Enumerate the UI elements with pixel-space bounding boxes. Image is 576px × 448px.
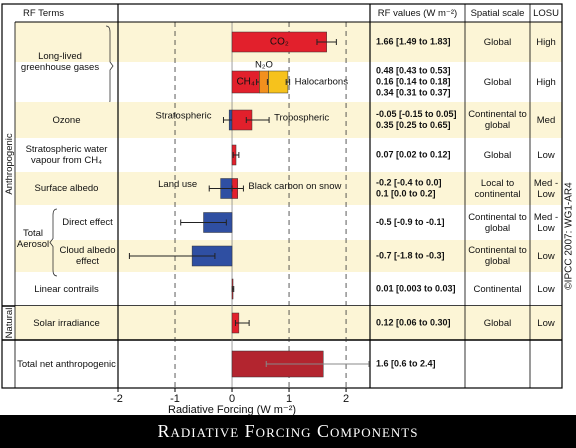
bar-label: CO₂ <box>270 37 289 48</box>
losu: Low <box>537 250 555 262</box>
value-label: 1.6 [0.6 to 2.4] <box>376 358 436 368</box>
losu: Low <box>537 283 555 295</box>
value-label: 1.66 [1.49 to 1.83] <box>376 36 451 46</box>
value-label: 0.16 [0.14 to 0.18] <box>376 76 451 86</box>
value-label: 0.01 [0.003 to 0.03] <box>376 283 456 293</box>
losu: High <box>536 76 556 88</box>
spatial-scale: Continental to global <box>468 211 527 234</box>
value-label: -0.7 [-1.8 to -0.3] <box>376 250 445 260</box>
bar-label: Land use <box>158 179 197 190</box>
header: LOSU <box>533 7 559 19</box>
value-label: 0.1 [0.0 to 0.2] <box>376 188 436 198</box>
group-label: Total Aerosol <box>16 227 50 250</box>
spatial-scale: Continental to global <box>468 109 527 131</box>
group-label: Long-lived greenhouse gases <box>20 51 100 73</box>
losu: Low <box>537 317 555 329</box>
header: RF Terms <box>23 7 64 19</box>
row-label: Surface albedo <box>34 183 99 194</box>
row-background <box>15 172 562 205</box>
x-tick-label: 0 <box>229 393 235 405</box>
credit: ©IPCC 2007: WG1-AR4 <box>564 182 575 290</box>
x-tick-label: -1 <box>170 393 180 405</box>
losu: Med - Low <box>533 211 559 234</box>
value-label: -0.2 [-0.4 to 0.0] <box>376 177 442 187</box>
row-label: Direct effect <box>62 217 113 228</box>
x-tick-label: 1 <box>286 393 292 405</box>
header: Spatial scale <box>470 7 525 19</box>
spatial-scale: Continental <box>473 283 522 295</box>
bar-label: Black carbon on snow <box>248 181 341 192</box>
brace <box>49 208 58 277</box>
row-label: Stratospheric water vapour from CH₄ <box>25 144 108 166</box>
bar-label: Tropospheric <box>274 113 329 124</box>
section-label: Natural <box>4 308 15 339</box>
bar-label: Halocarbons <box>295 77 349 88</box>
losu: High <box>536 36 556 48</box>
value-label: 0.35 [0.25 to 0.65] <box>376 120 451 130</box>
spatial-scale: Continental to global <box>468 245 527 267</box>
spatial-scale: Global <box>483 317 512 329</box>
bar-label: N₂O <box>255 60 273 71</box>
value-label: 0.07 [0.02 to 0.12] <box>376 149 451 159</box>
row-label: Solar irradiance <box>33 317 100 329</box>
bar <box>268 70 289 94</box>
losu: Med <box>536 114 556 126</box>
spatial-scale: Global <box>483 76 512 88</box>
value-label: 0.48 [0.43 to 0.53] <box>376 65 451 75</box>
spatial-scale: Global <box>483 36 512 48</box>
x-axis-title: Radiative Forcing (W m⁻²) <box>168 404 296 416</box>
value-label: -0.05 [-0.15 to 0.05] <box>376 109 457 119</box>
row-background <box>15 306 562 340</box>
row-label: Ozone <box>52 114 81 126</box>
value-label: -0.5 [-0.9 to -0.1] <box>376 217 445 227</box>
bar-label: CH₄ <box>236 77 255 88</box>
frame <box>1 3 563 389</box>
value-label: 0.12 [0.06 to 0.30] <box>376 317 451 327</box>
value-label: 0.34 [0.31 to 0.37] <box>376 87 451 97</box>
header: RF values (W m⁻²) <box>377 7 458 19</box>
row-label: Linear contrails <box>34 283 99 295</box>
section-label: Anthropogenic <box>4 133 15 195</box>
row-label: Total net anthropogenic <box>17 358 116 370</box>
spatial-scale: Global <box>483 149 512 161</box>
bar-label: Stratospheric <box>155 111 211 122</box>
row-label: Cloud albedo effect <box>59 245 116 267</box>
x-tick-label: -2 <box>113 393 123 405</box>
losu: Med - Low <box>533 177 559 200</box>
spatial-scale: Local to continental <box>474 177 521 200</box>
chart-title: Radiative Forcing Components <box>0 415 576 448</box>
x-tick-label: 2 <box>343 393 349 405</box>
losu: Low <box>537 149 555 161</box>
row-background <box>15 102 562 138</box>
row-background <box>15 240 562 272</box>
